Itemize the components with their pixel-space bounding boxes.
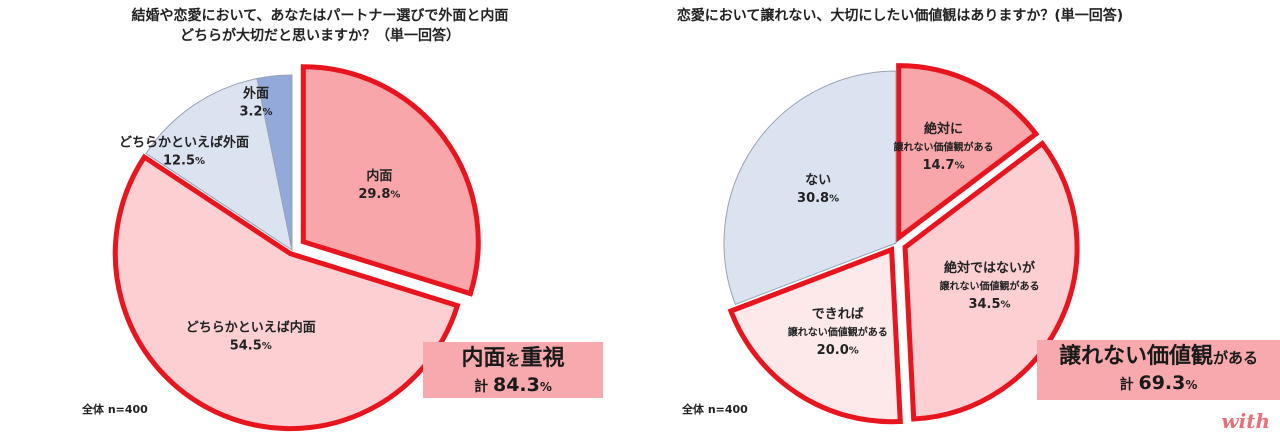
left-callout-main: 内面を重視 (461, 346, 565, 371)
left-pie-chart: 内面 29.8% どちらかといえば内面 54.5% どちらかといえば外面 12.5% 外面 3… (112, 64, 481, 432)
right-pie-chart: 絶対に譲れない価値観がある14.7%絶対ではないが譲れない価値観がある34.5%… (723, 63, 1080, 425)
left-slice-1-label-1: 54.5% (230, 338, 272, 353)
right-callout-total: 計 69.3% (1119, 372, 1198, 394)
right-slice-0-label-2: 14.7% (922, 158, 964, 173)
left-slice-2-label-0: どちらかといえば外面 (119, 135, 249, 151)
left-sample-size: 全体 n=400 (82, 403, 148, 416)
left-callout-total: 計 84.3% (474, 374, 552, 396)
right-chart-panel: 恋愛において譲れない、大切にしたい価値観はありますか？(単一回答) 絶対に譲れな… (640, 0, 1280, 437)
right-slice-2-label-0: できれば (812, 307, 864, 322)
right-slice-1-label-2: 34.5% (968, 297, 1010, 312)
right-slice-1-label-0: 絶対ではないが (943, 260, 1035, 276)
right-sample-size: 全体 n=400 (682, 403, 748, 416)
right-slice-1-label-1: 譲れない価値観がある (940, 280, 1040, 293)
left-slice-0 (300, 64, 481, 297)
left-slice-3-label-1: 3.2% (239, 105, 272, 120)
left-summary-callout: 内面を重視 計 84.3% (423, 342, 603, 398)
right-slice-0-label-1: 譲れない価値観がある (894, 141, 994, 154)
left-slice-1-label-0: どちらかといえば内面 (186, 319, 316, 335)
left-slice-3 (256, 74, 293, 251)
right-summary-callout: 譲れない価値観がある 計 69.3% (1037, 340, 1280, 400)
left-title-line-1: 結婚や恋愛において、あなたはパートナー選びで外面と内面 (131, 8, 509, 24)
right-slice-2-label-1: 譲れない価値観がある (788, 325, 888, 338)
left-slice-2 (145, 77, 293, 252)
right-slice-0-label-0: 絶対に (923, 121, 963, 137)
right-callout-main: 譲れない価値観がある (1058, 344, 1259, 369)
left-slice-3-label-0: 外面 (242, 86, 269, 102)
right-slice-1 (902, 140, 1080, 422)
right-slice-0 (896, 63, 1040, 243)
with-logo: with (1221, 409, 1270, 433)
left-slice-2-label-1: 12.5% (163, 154, 205, 169)
right-slice-3-label-0: ない (805, 173, 831, 188)
right-slice-3 (723, 70, 897, 305)
left-slice-0-label-0: 内面 (366, 168, 392, 184)
left-chart-title: 結婚や恋愛において、あなたはパートナー選びで外面と内面 どちらが大切だと思います… (40, 6, 600, 46)
left-slice-0-label-1: 29.8% (358, 187, 400, 202)
left-title-line-2: どちらが大切だと思いますか？（単一回答） (180, 28, 460, 44)
right-slice-2-label-2: 20.0% (817, 343, 859, 358)
right-slice-3-label-1: 30.8% (797, 191, 839, 206)
right-chart-title: 恋愛において譲れない、大切にしたい価値観はありますか？(単一回答) (640, 6, 1160, 26)
right-slice-2 (727, 246, 903, 425)
right-title-line-1: 恋愛において譲れない、大切にしたい価値観はありますか？(単一回答) (676, 8, 1124, 24)
left-slice-1 (112, 153, 461, 432)
left-chart-panel: 結婚や恋愛において、あなたはパートナー選びで外面と内面 どちらが大切だと思います… (40, 6, 603, 432)
